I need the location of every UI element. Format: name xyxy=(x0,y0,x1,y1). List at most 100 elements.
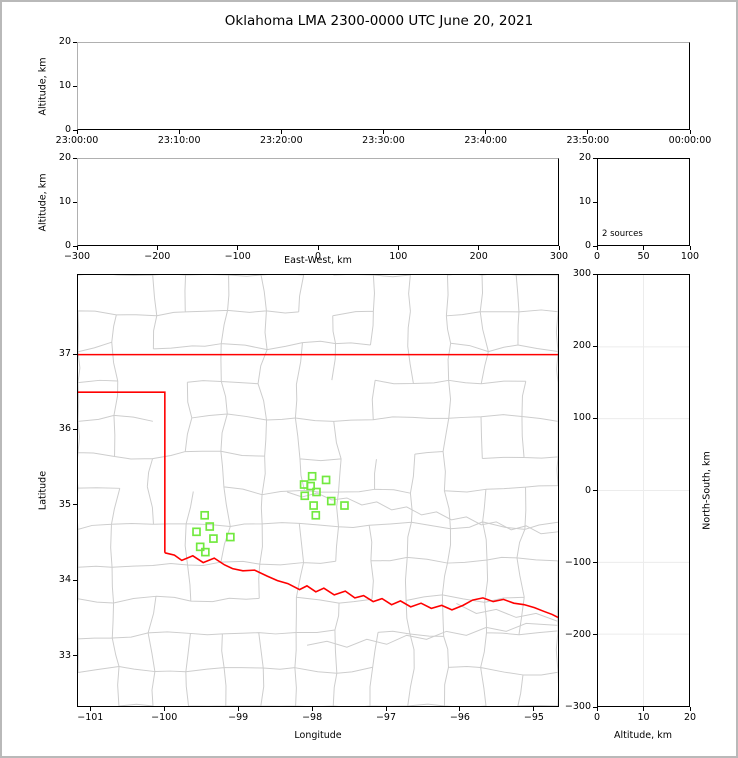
tick-mark xyxy=(689,246,691,250)
station-marker xyxy=(309,501,318,510)
tick-mark xyxy=(76,246,78,250)
x-tick-label: 0 xyxy=(314,251,322,262)
x-tick-label: 23:50:00 xyxy=(566,135,610,146)
station-marker xyxy=(209,534,218,543)
tick-mark xyxy=(73,201,77,203)
tick-mark xyxy=(311,707,313,711)
station-marker xyxy=(300,491,310,501)
tick-mark xyxy=(73,353,77,355)
tick-mark xyxy=(73,504,77,506)
y-tick-label: 10 xyxy=(58,80,71,91)
tick-mark xyxy=(178,130,180,134)
ew-height-panel xyxy=(77,158,559,246)
x-tick-label: 0 xyxy=(593,251,601,262)
x-tick-label: 200 xyxy=(469,251,488,262)
ns-ylabel: North-South, km xyxy=(701,451,713,530)
tick-mark xyxy=(237,707,239,711)
x-tick-label: −98 xyxy=(302,712,323,723)
x-tick-label: 0 xyxy=(593,712,601,723)
tick-mark xyxy=(593,157,597,159)
x-tick-label: 23:40:00 xyxy=(464,135,508,146)
map-xlabel: Longitude xyxy=(294,730,342,741)
tick-mark xyxy=(76,130,78,134)
y-tick-label: −200 xyxy=(564,628,591,640)
y-tick-label: 0 xyxy=(64,124,71,135)
tick-mark xyxy=(73,129,77,131)
y-tick-label: −300 xyxy=(564,701,591,712)
tick-mark xyxy=(596,707,598,711)
tick-mark xyxy=(593,201,597,203)
tick-mark xyxy=(643,707,644,711)
station-marker xyxy=(200,510,210,520)
tick-mark xyxy=(593,345,597,347)
tick-mark xyxy=(383,130,384,134)
x-tick-label: −99 xyxy=(228,712,249,723)
station-marker xyxy=(201,547,210,557)
station-marker xyxy=(195,542,205,552)
y-tick-label: 0 xyxy=(584,240,591,251)
tick-mark xyxy=(163,707,165,711)
x-tick-label: 23:20:00 xyxy=(259,135,303,146)
tick-mark xyxy=(587,130,589,134)
oklahoma-state-border xyxy=(78,353,558,619)
y-tick-label: 10 xyxy=(58,196,71,207)
station-marker xyxy=(205,522,215,531)
y-tick-label: 100 xyxy=(572,412,591,424)
x-tick-label: −300 xyxy=(63,251,91,262)
map-ylabel: Latitude xyxy=(37,470,49,511)
tick-mark xyxy=(459,707,461,711)
tick-mark xyxy=(593,273,597,275)
tick-mark xyxy=(689,130,691,134)
tick-mark xyxy=(280,130,282,134)
tick-mark xyxy=(558,246,560,250)
tick-mark xyxy=(73,41,77,43)
station-marker xyxy=(311,510,321,520)
tick-mark xyxy=(73,157,77,159)
x-tick-label: −100 xyxy=(151,712,178,723)
tick-mark xyxy=(593,562,597,564)
tick-mark xyxy=(485,130,487,134)
station-marker xyxy=(326,496,336,506)
x-tick-label: −97 xyxy=(375,712,397,723)
county-boundaries xyxy=(78,275,558,706)
y-tick-label: 0 xyxy=(64,240,71,251)
y-tick-label: 0 xyxy=(584,484,591,496)
station-marker xyxy=(306,481,315,491)
y-tick-label: 36 xyxy=(58,423,71,435)
tick-mark xyxy=(593,245,597,247)
x-tick-label: 20 xyxy=(683,712,697,723)
river-line xyxy=(286,491,558,535)
tick-mark xyxy=(73,428,77,430)
x-tick-label: 00:00:00 xyxy=(668,135,712,146)
y-tick-label: 300 xyxy=(572,268,591,279)
tick-mark xyxy=(385,707,387,711)
tick-mark xyxy=(73,655,77,657)
x-tick-label: −95 xyxy=(523,712,544,723)
station-marker xyxy=(192,527,201,537)
tick-mark xyxy=(478,246,480,250)
x-tick-label: 10 xyxy=(637,712,650,723)
y-tick-label: 20 xyxy=(578,152,591,163)
tick-mark xyxy=(73,245,77,247)
y-tick-label: 10 xyxy=(578,196,591,207)
x-tick-label: 23:00:00 xyxy=(55,135,99,146)
tick-mark xyxy=(156,246,158,250)
x-tick-label: −100 xyxy=(224,251,251,262)
time-height-panel xyxy=(77,42,690,130)
tick-mark xyxy=(593,417,597,419)
ew-xlabel: East-West, km xyxy=(284,255,352,266)
y-tick-label: 34 xyxy=(58,574,71,586)
station-marker xyxy=(321,475,331,485)
ns-height-panel xyxy=(597,274,690,707)
station-marker xyxy=(312,487,321,497)
lma-stations xyxy=(192,471,349,557)
tick-mark xyxy=(593,706,597,708)
y-tick-label: 20 xyxy=(58,36,71,47)
station-marker xyxy=(340,501,349,510)
river-line xyxy=(456,603,558,622)
tick-mark xyxy=(593,490,597,491)
x-tick-label: 23:10:00 xyxy=(157,135,201,146)
y-tick-label: 33 xyxy=(58,649,71,661)
x-tick-label: 300 xyxy=(549,251,569,262)
